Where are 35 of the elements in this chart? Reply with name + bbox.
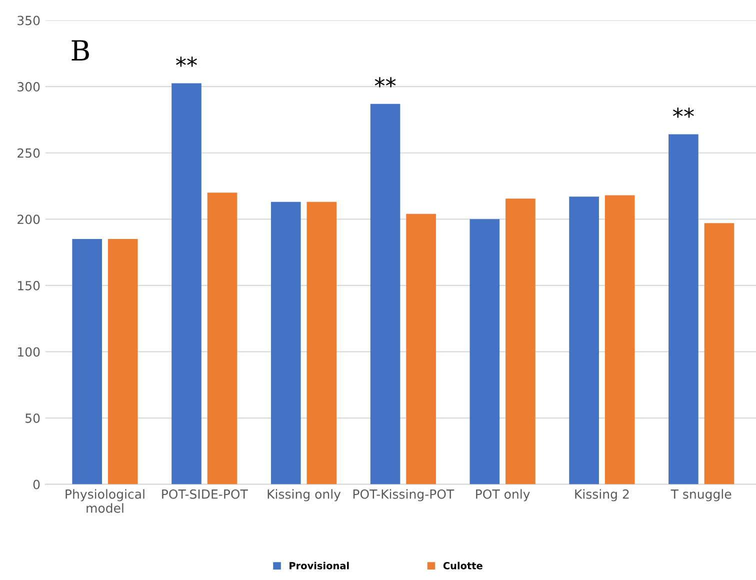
bar xyxy=(604,195,635,484)
x-tick-label: POT-Kissing-POT xyxy=(353,489,454,502)
annotation: ** xyxy=(672,108,694,118)
y-tick-label: 0 xyxy=(33,480,40,490)
y-tick-label: 50 xyxy=(26,413,40,423)
bar xyxy=(370,104,400,484)
bar xyxy=(172,83,202,484)
y-tick-label: 300 xyxy=(18,82,40,92)
annotation: ** xyxy=(374,77,396,88)
x-tick-label: T snuggle xyxy=(670,489,732,502)
bar xyxy=(306,202,337,484)
bar xyxy=(704,223,734,484)
annotation: B xyxy=(72,40,89,60)
legend-label: Provisional xyxy=(290,562,349,570)
bar xyxy=(406,214,436,484)
bar xyxy=(207,192,238,484)
x-tick-label: POT only xyxy=(476,489,530,502)
bar xyxy=(569,196,599,484)
annotation: ** xyxy=(176,56,197,67)
x-tick-label: Physiological model xyxy=(66,489,144,513)
x-tick-label: POT-SIDE-POT xyxy=(162,489,248,499)
bar xyxy=(668,134,698,484)
x-tick-label: Kissing only xyxy=(268,489,341,502)
y-tick-label: 200 xyxy=(18,214,40,224)
y-tick-label: 150 xyxy=(18,280,40,290)
bar xyxy=(270,202,301,484)
y-tick-label: 350 xyxy=(18,16,40,26)
legend-label: Culotte xyxy=(443,562,482,570)
bar xyxy=(506,198,536,484)
y-tick-label: 100 xyxy=(18,347,40,357)
bar xyxy=(108,239,138,484)
x-tick-label: Kissing 2 xyxy=(575,489,629,502)
y-tick-label: 250 xyxy=(18,148,40,158)
bar xyxy=(470,219,500,484)
bar xyxy=(72,239,102,484)
